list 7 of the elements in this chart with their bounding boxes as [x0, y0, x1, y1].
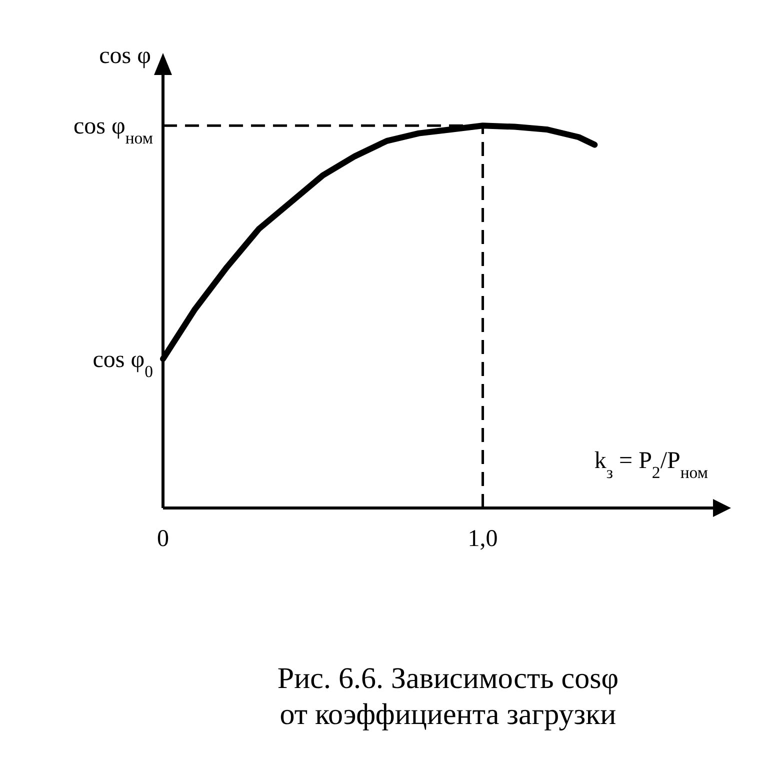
x-tick-label: 1,0 — [468, 526, 498, 552]
text: Рис. 6.6. Зависимость cosφ от коэффициента загрузки — [277, 662, 619, 731]
x-axis-title: k$_{з}$ = P$_{2}$/P$_{ном}$ — [594, 448, 708, 482]
annotation: cos φ$_{0}$ — [92, 346, 153, 380]
ref-line-label: cos φ$_{ном}$ — [73, 114, 154, 148]
x-tick-label: 0 — [157, 526, 169, 552]
y-axis-title: cos φ — [99, 43, 151, 69]
